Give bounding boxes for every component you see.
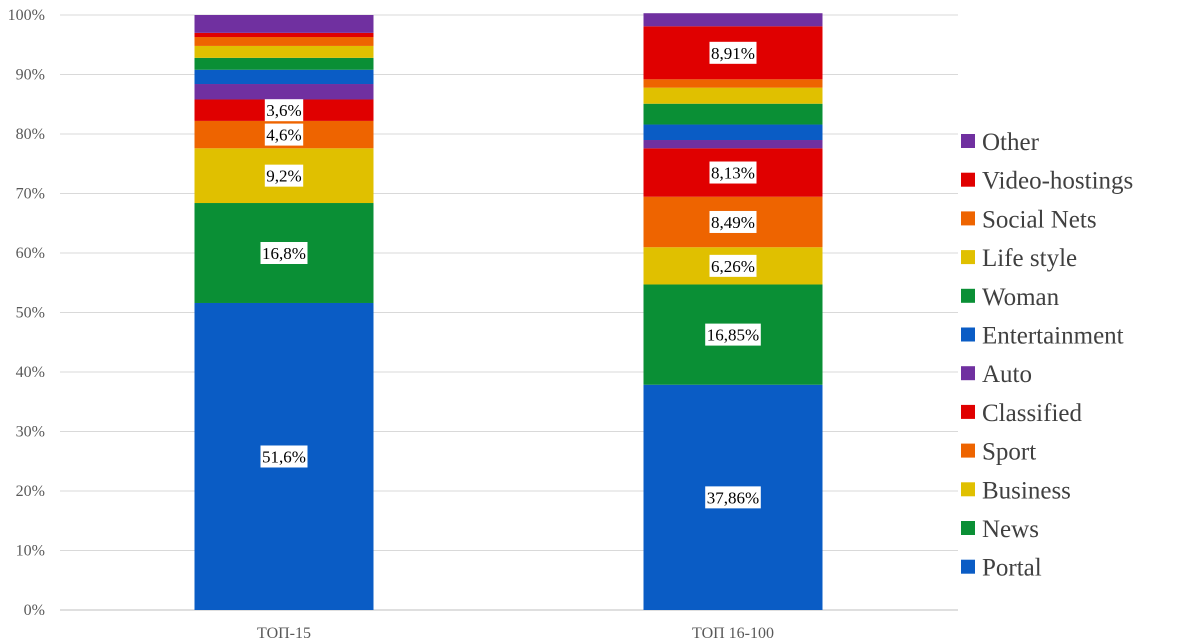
y-tick-label: 70% [16,186,45,203]
y-axis-ticks: 0% 10% 20% 30% 40% 50% 60% 70% 80% 90% 100% [8,7,45,619]
data-label-bg [709,254,757,277]
data-label-bg [705,486,761,509]
data-label-bg [264,123,304,146]
legend-swatch [961,521,975,535]
bar-segment [643,124,823,141]
legend-swatch [961,482,975,497]
legend-swatch [961,366,975,381]
bar-segment [643,79,823,88]
y-tick-label: 0% [24,602,45,619]
data-label: 6,26% [711,257,755,276]
data-label: 16,85% [707,326,759,345]
data-label-bg [709,41,757,64]
data-label: 51,6% [262,447,306,466]
data-label-bg [705,323,761,346]
bar-segment [643,103,823,125]
bar-segment [194,15,374,33]
legend-label: News [982,516,1039,543]
legend-label: Classified [982,400,1082,427]
data-label-bg [260,445,308,468]
legend-label: Video-hostings [982,168,1133,195]
data-label: 8,49% [711,213,755,232]
y-tick-label: 50% [16,305,45,322]
legend-swatch [961,327,975,342]
x-axis-categories: ТОП-15 ТОП 16-100 [257,625,774,642]
data-label-bg [264,164,304,187]
legend-label: Other [982,129,1040,156]
bar-segment [643,87,823,104]
data-label: 3,6% [266,101,301,120]
legend-swatch [961,134,975,148]
category-label: ТОП 16-100 [692,625,774,642]
legend-swatch [961,404,975,419]
bar-segment [194,37,374,46]
data-label: 8,13% [711,164,755,183]
legend-swatch [961,211,975,226]
bar-segment [643,13,823,27]
legend-swatch [961,172,975,187]
data-label-bg [260,242,308,264]
legend-swatch [961,443,975,458]
y-tick-label: 20% [16,483,45,500]
legend-swatch [961,250,975,265]
data-label-bg [264,99,304,122]
category-label: ТОП-15 [257,625,311,642]
data-label: 37,86% [707,488,759,507]
legend-label: Social Nets [982,206,1097,233]
legend-swatch [961,288,975,303]
data-label-bg [709,161,757,184]
legend-label: Portal [982,555,1042,582]
bar-segment [194,84,374,100]
legend-label: Woman [982,284,1060,311]
legend: Other Video-hostings Social Nets Life style… [961,129,1133,582]
y-tick-label: 40% [16,364,45,381]
legend-swatch [961,559,975,574]
y-tick-label: 10% [16,543,45,560]
legend-label: Sport [982,439,1036,466]
data-label: 9,2% [266,167,301,186]
y-tick-label: 60% [16,245,45,262]
y-tick-label: 30% [16,424,45,441]
data-label: 16,8% [262,244,306,263]
data-label: 8,91% [711,44,755,63]
legend-label: Business [982,477,1071,504]
data-label-bg [709,210,757,233]
bar-segment [194,69,374,85]
data-label: 4,6% [266,126,301,145]
legend-label: Auto [982,361,1032,388]
data-labels: 51,6% 16,8% 9,2% 4,6% 3,6% 37,86% 16,85% 6,26% 8… [260,41,761,509]
legend-label: Life style [982,245,1077,272]
bar-segment [194,32,374,38]
bar-segment [643,140,823,149]
y-tick-label: 90% [16,67,45,84]
bar-segment [194,57,374,70]
bar-segment [194,45,374,58]
y-tick-label: 100% [8,7,45,24]
y-tick-label: 80% [16,126,45,143]
legend-label: Entertainment [982,323,1124,350]
